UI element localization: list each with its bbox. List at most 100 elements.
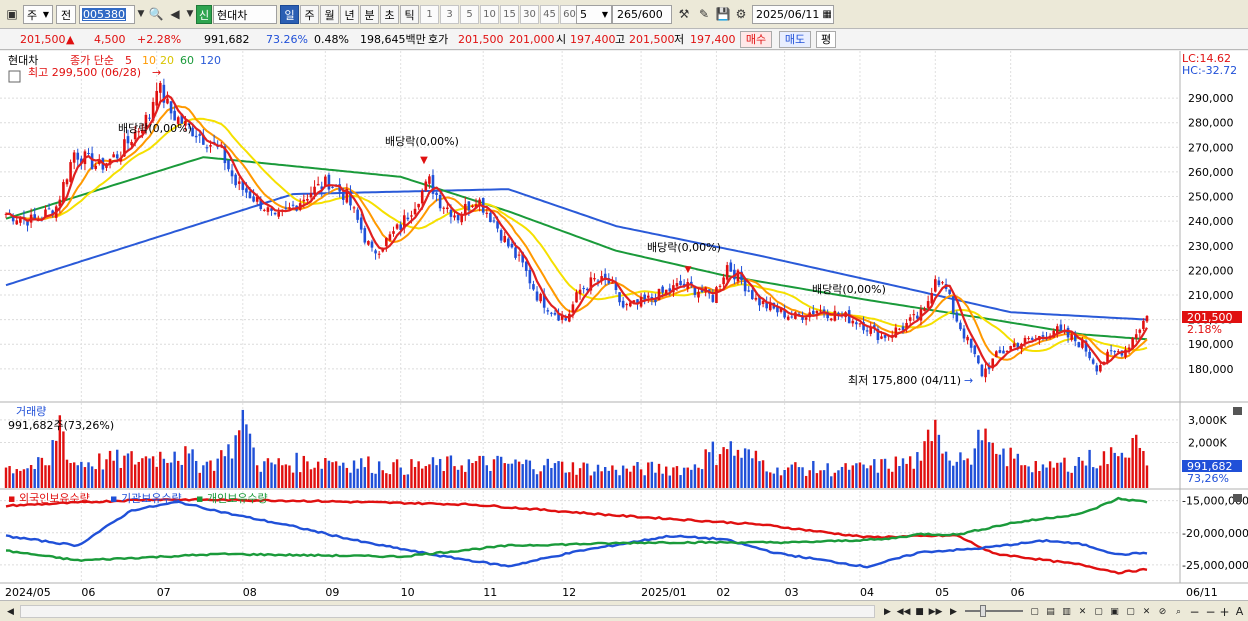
high-label: 고 [615,33,626,46]
candle-body [97,159,101,164]
volume-bar [345,467,349,488]
volume-bar [708,452,711,488]
save-icon[interactable]: 💾 [715,7,731,21]
volume-bar [1045,467,1048,488]
chevron-down-icon[interactable]: ▼ [137,9,145,19]
window-icon[interactable]: ▢ [1030,606,1039,617]
eval-button[interactable]: 평 [816,31,836,48]
search-icon[interactable]: 🔍 [148,7,164,21]
volume-bar [1077,457,1081,488]
period-day[interactable]: 일 [280,5,299,24]
crosshair-icon[interactable]: ✕ [1142,606,1151,617]
holdings-panel-close-icon[interactable] [1233,494,1242,502]
candle-body [148,117,151,119]
volume-current-label: 991,682 [1187,460,1233,473]
volume-bar [29,465,33,488]
date-input[interactable]: 2025/06/11 ▦ [752,5,834,24]
volume-bar [740,457,743,488]
x-tick-label: 06 [81,586,95,599]
interval-15[interactable]: 15 [500,5,519,24]
volume-bar [611,465,614,488]
candle-body [485,212,489,214]
volume-bar [880,459,883,488]
window-icon[interactable]: ▢ [1126,606,1135,617]
volume-bar [869,465,872,488]
candle-body [528,270,532,284]
candle-body [26,220,29,226]
interval-select[interactable]: 5 ▼ [576,5,612,24]
count-input[interactable]: 265/600 [612,5,672,24]
dividend-marker-icon: ▼ [420,155,428,166]
candle-body [916,315,919,319]
candle-body [1030,338,1034,340]
scroll-left-icon[interactable]: ◀ [7,606,14,617]
stock-name-field[interactable]: 현대차 [213,5,277,24]
volume-bar [919,460,923,488]
volume-bar [166,462,169,488]
horizontal-scrollbar[interactable] [20,605,875,618]
chart-tools-icon[interactable]: ⚒ [678,7,690,21]
sell-button[interactable]: 매도 [779,31,811,48]
prev-button[interactable]: 전 [56,5,76,24]
window-icon[interactable]: ▤ [1046,606,1055,617]
candle-body [725,265,729,280]
interval-10[interactable]: 10 [480,5,499,24]
window-icon[interactable]: ▣ [1110,606,1119,617]
crosshair-icon[interactable]: ✕ [1078,606,1087,617]
stop-icon[interactable]: ■ [915,606,924,617]
zoom-slider[interactable] [965,610,1023,612]
period-second[interactable]: 초 [380,5,399,24]
legend-toggle-icon[interactable] [8,70,21,83]
volume-bar [295,452,298,488]
scroll-right-icon[interactable]: ▶ [884,606,891,617]
volume-bar [381,470,384,488]
volume-bar [413,466,417,488]
market-select[interactable]: 주 ▼ [23,5,53,24]
draw-icon[interactable]: ✎ [698,7,710,21]
interval-1[interactable]: 1 [420,5,439,24]
buy-button[interactable]: 매수 [740,31,772,48]
volume-bar [733,455,736,488]
zoom-out-icon[interactable]: − [1189,604,1200,619]
window-icon[interactable]: ▢ [1094,606,1103,617]
window-icon[interactable]: ▥ [1062,606,1071,617]
calendar-icon[interactable]: ▦ [822,9,832,20]
interval-5[interactable]: 5 [460,5,479,24]
candle-body [804,317,808,320]
period-minute[interactable]: 분 [360,5,379,24]
volume-bar [675,466,679,488]
period-month[interactable]: 월 [320,5,339,24]
volume-bar [133,464,137,488]
interval-3[interactable]: 3 [440,5,459,24]
window-menu-icon[interactable]: ▣ [6,7,18,21]
sound-icon[interactable]: ◀ [170,7,180,21]
volume-panel-close-icon[interactable] [1233,407,1242,415]
period-year[interactable]: 년 [340,5,359,24]
period-week[interactable]: 주 [300,5,319,24]
text-size-icon[interactable]: A [1235,605,1244,618]
volume-bar [647,462,650,488]
fast-forward-icon[interactable]: ▶▶ [928,606,943,617]
interval-30[interactable]: 30 [520,5,539,24]
magnify-icon[interactable]: ⌕ [1175,606,1182,617]
candle-body [625,304,629,306]
chart-canvas[interactable]: 290,000 280,000 270,000 260,000 250,000 240,0… [0,51,1248,601]
candle-body [847,310,851,324]
gear-icon[interactable]: ⚙ [735,7,747,21]
minus-icon[interactable]: − [1205,604,1216,619]
link-icon[interactable]: ⊘ [1158,606,1167,617]
zoom-slider-handle[interactable] [980,605,986,617]
chart-area[interactable]: 290,000 280,000 270,000 260,000 250,000 240,0… [0,51,1248,601]
volume-bar [826,463,829,488]
candle-body [503,235,507,242]
candle-body [331,186,334,188]
stock-code-input[interactable]: 005380 [79,5,135,24]
zoom-in-icon[interactable]: + [1219,604,1230,619]
period-tick[interactable]: 틱 [400,5,419,24]
rewind-icon[interactable]: ◀◀ [896,606,911,617]
interval-45[interactable]: 45 [540,5,559,24]
volume-bar [1124,457,1127,488]
chevron-down-icon[interactable]: ▼ [186,9,194,19]
scroll-end-icon[interactable]: ▶ [950,606,957,617]
candle-body [729,262,733,272]
